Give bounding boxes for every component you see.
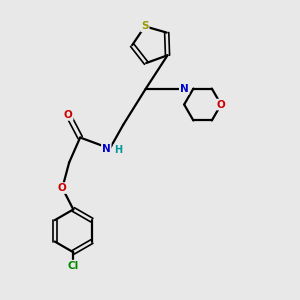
Text: O: O	[64, 110, 73, 120]
Text: H: H	[114, 145, 122, 155]
Text: S: S	[141, 21, 148, 31]
Text: Cl: Cl	[68, 261, 79, 271]
Text: O: O	[58, 183, 67, 193]
Text: N: N	[180, 84, 189, 94]
Text: O: O	[217, 100, 225, 110]
Text: N: N	[102, 143, 111, 154]
